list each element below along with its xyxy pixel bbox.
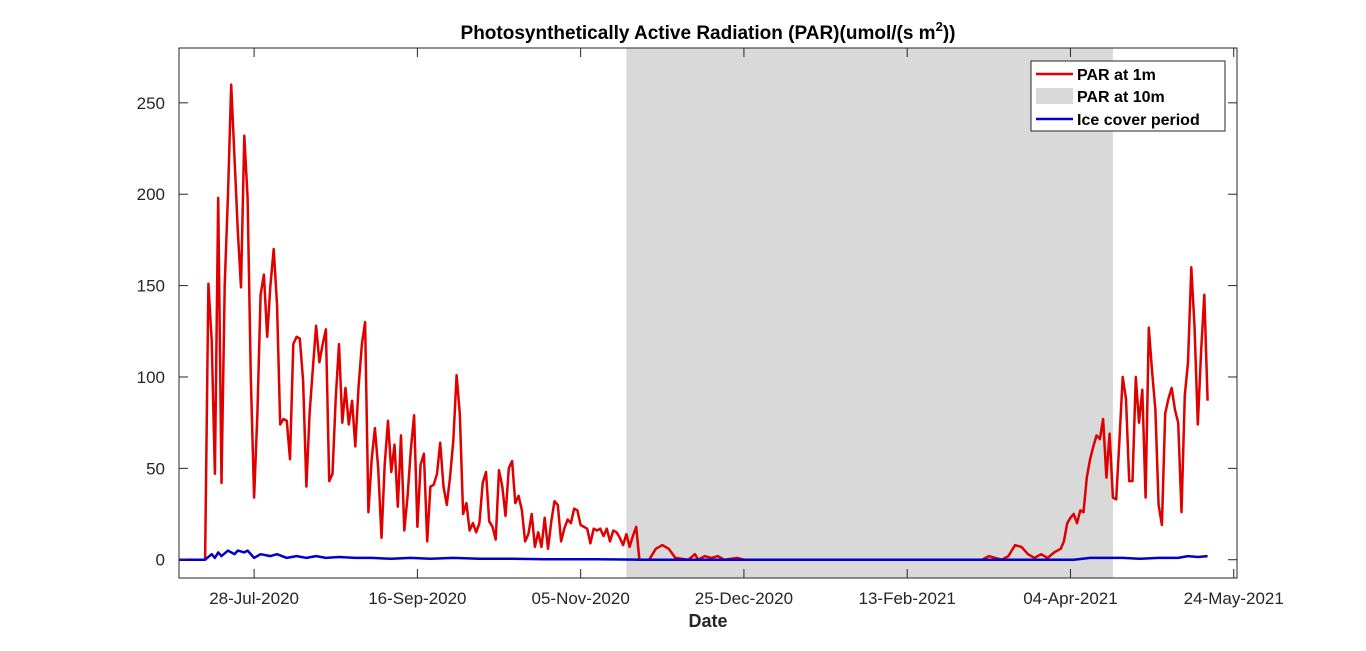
y-tick-label-2: 100 <box>137 368 165 387</box>
y-tick-label-3: 150 <box>137 277 165 296</box>
y-tick-label-4: 200 <box>137 185 165 204</box>
axes-box <box>178 47 1238 579</box>
shaded-period <box>626 48 1113 578</box>
legend: PAR at 1m PAR at 10m Ice cover period <box>1030 60 1226 132</box>
chart-title: Photosynthetically Active Radiation (PAR… <box>461 19 956 44</box>
series-line-1 <box>179 549 1208 561</box>
x-tick-label-0: 28-Jul-2020 <box>209 589 299 608</box>
legend-swatch-par-10m <box>1036 88 1073 104</box>
series-layer <box>179 83 1209 561</box>
x-tick-label-6: 24-May-2021 <box>1184 589 1284 608</box>
x-tick-label-1: 16-Sep-2020 <box>368 589 466 608</box>
x-tick-label-4: 13-Feb-2021 <box>859 589 956 608</box>
y-axis: 0 50 100 150 200 250 <box>137 94 1237 570</box>
x-tick-label-3: 25-Dec-2020 <box>695 589 793 608</box>
legend-label-ice-cover: Ice cover period <box>1077 112 1200 129</box>
chart-title-superscript: 2 <box>936 19 943 34</box>
x-axis-label: Date <box>688 611 727 631</box>
legend-label-par-10m: PAR at 10m <box>1077 89 1165 106</box>
legend-label-par-1m: PAR at 1m <box>1077 67 1156 84</box>
x-tick-label-2: 05-Nov-2020 <box>532 589 630 608</box>
x-axis: 28-Jul-2020 16-Sep-2020 05-Nov-2020 25-Dec-… <box>209 48 1284 608</box>
y-tick-label-1: 50 <box>146 459 165 478</box>
chart-title-suffix: )) <box>943 23 956 44</box>
x-tick-label-5: 04-Apr-2021 <box>1023 589 1118 608</box>
y-tick-label-0: 0 <box>156 551 165 570</box>
series-line-0 <box>203 83 1209 561</box>
chart-title-main: Photosynthetically Active Radiation (PAR… <box>461 23 936 44</box>
y-tick-label-5: 250 <box>137 94 165 113</box>
